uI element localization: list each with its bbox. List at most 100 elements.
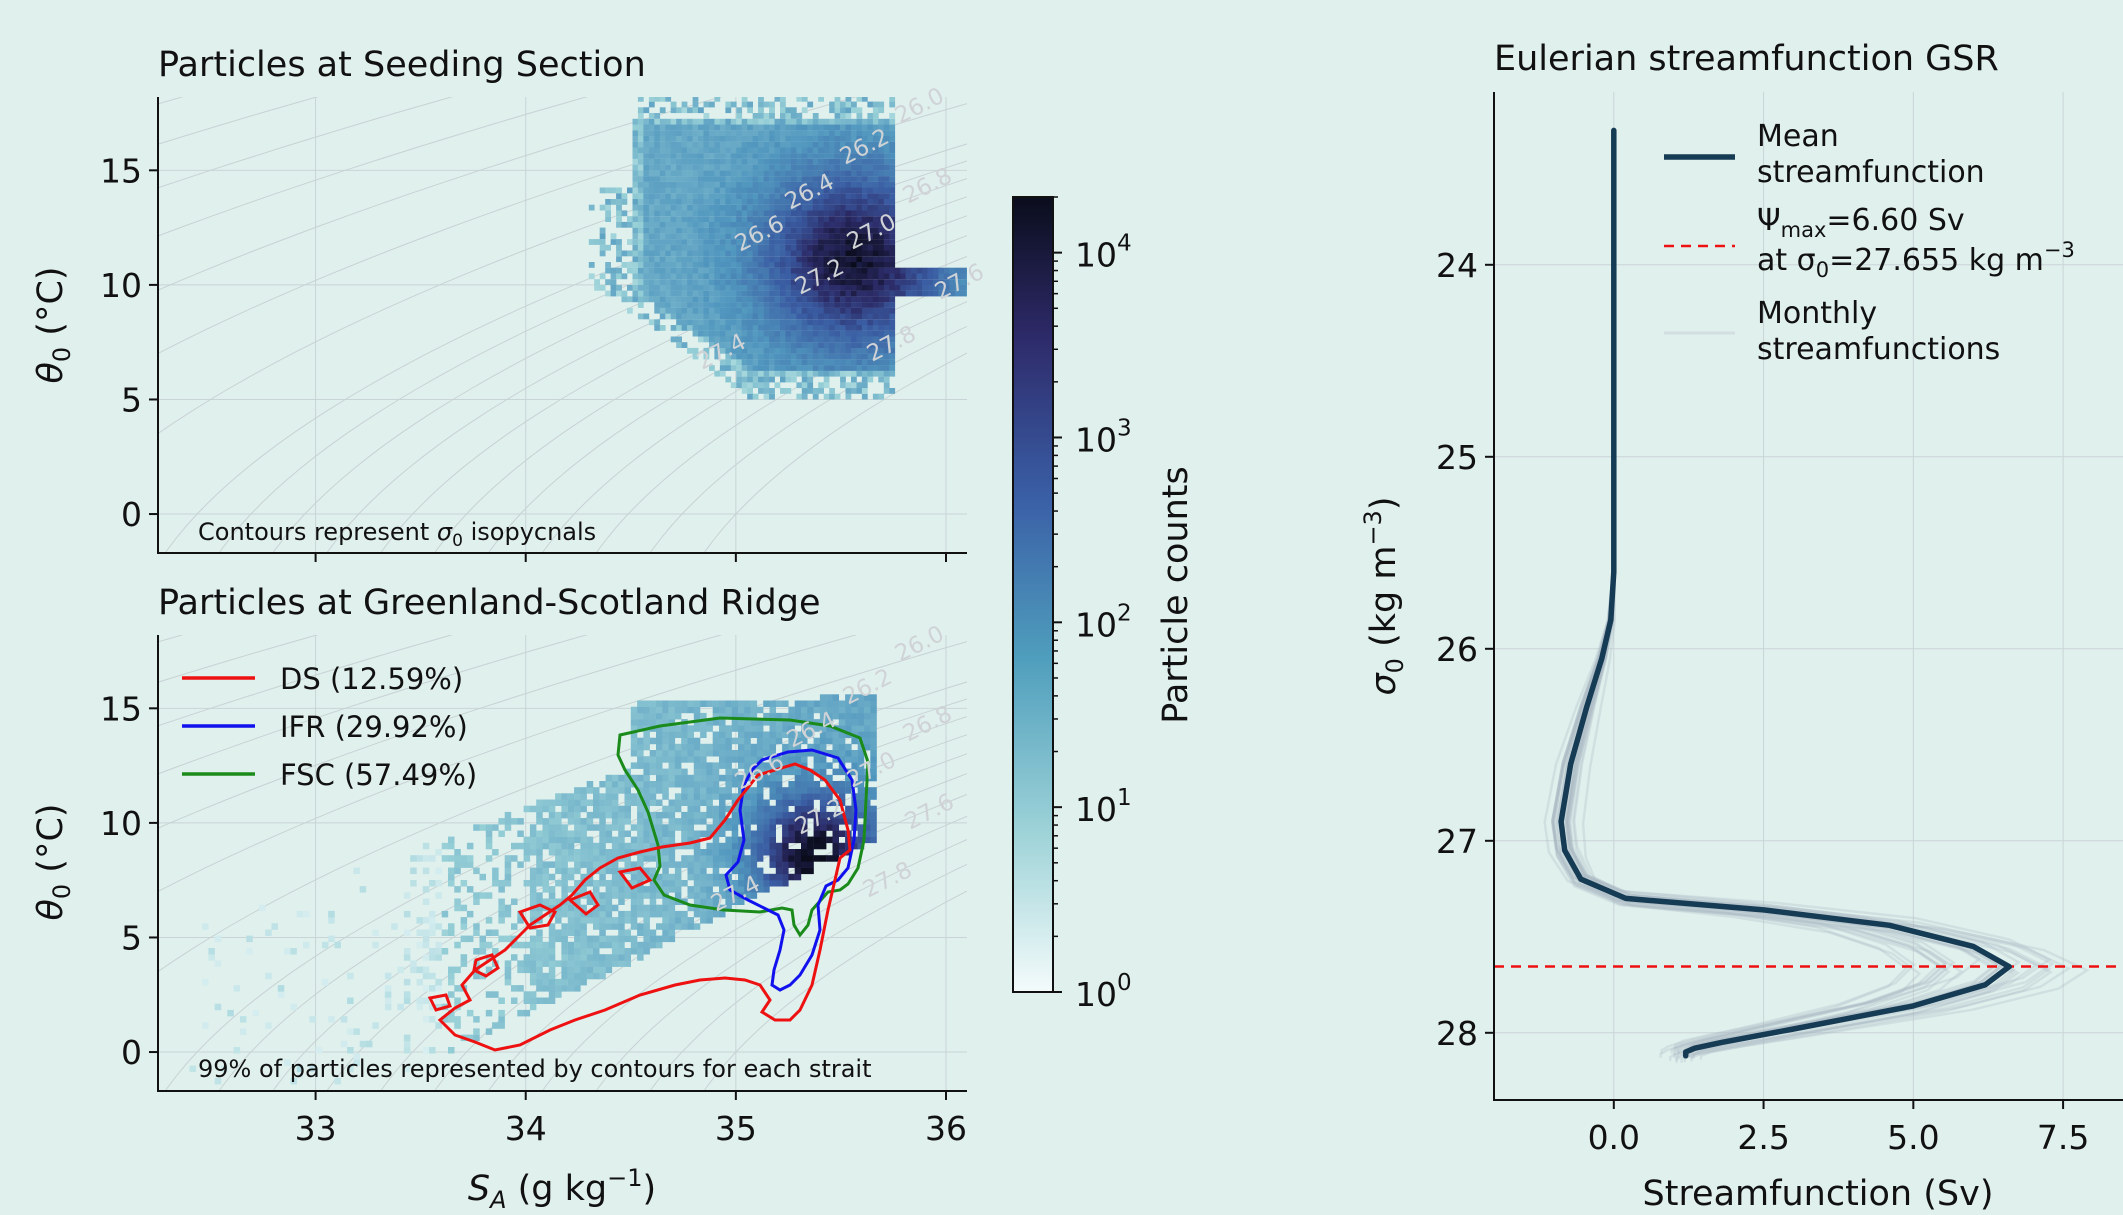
heatmap-cell xyxy=(719,787,726,794)
heatmap-cell xyxy=(599,818,606,825)
heatmap-cell xyxy=(725,768,732,776)
heatmap-cell xyxy=(416,855,423,862)
heatmap-cell xyxy=(870,836,877,844)
heatmap-cell xyxy=(712,719,720,726)
heatmap-cell xyxy=(857,774,865,782)
heatmap-cell xyxy=(794,873,802,881)
heatmap-cell xyxy=(714,153,721,159)
heatmap-cell xyxy=(774,210,781,217)
heatmap-cell xyxy=(741,353,748,360)
heatmap-cell xyxy=(872,187,879,194)
heatmap-cell xyxy=(709,307,715,314)
heatmap-cell xyxy=(769,855,776,862)
heatmap-cell xyxy=(654,325,661,331)
heatmap-cell xyxy=(736,164,743,171)
heatmap-cell xyxy=(870,706,877,714)
heatmap-cell xyxy=(687,917,694,924)
heatmap-cell xyxy=(712,910,720,918)
heatmap-cell xyxy=(758,325,764,331)
heatmap-cell xyxy=(580,972,587,980)
heatmap-cell xyxy=(774,147,781,154)
heatmap-cell xyxy=(709,147,715,154)
heatmap-cell xyxy=(775,849,783,856)
heatmap-cell xyxy=(812,158,819,165)
heatmap-cell xyxy=(567,923,575,930)
heatmap-cell xyxy=(719,176,726,182)
colorbar-gradient xyxy=(1012,196,1054,993)
heatmap-cell xyxy=(714,124,721,131)
heatmap-cell xyxy=(567,948,575,955)
heatmap-cell xyxy=(632,267,639,274)
heatmap-cell xyxy=(741,233,748,240)
heatmap-cell xyxy=(648,319,655,326)
heatmap-cell xyxy=(790,273,797,280)
heatmap-cell xyxy=(605,892,613,899)
heatmap-cell xyxy=(665,118,672,125)
heatmap-cell xyxy=(624,910,631,918)
heatmap-cell xyxy=(687,273,693,280)
heatmap-cell xyxy=(747,336,753,343)
heatmap-cell xyxy=(700,750,707,757)
heatmap-cell xyxy=(397,1003,404,1011)
heatmap-cell xyxy=(611,793,619,800)
heatmap-cell xyxy=(586,966,594,974)
x-tick-label: 33 xyxy=(295,1109,337,1148)
heatmap-cell xyxy=(878,365,885,371)
heatmap-cell xyxy=(632,153,639,159)
heatmap-cell xyxy=(709,279,715,285)
heatmap-cell xyxy=(555,929,562,936)
heatmap-cell xyxy=(555,861,562,868)
heatmap-cell xyxy=(790,279,797,285)
heatmap-cell xyxy=(780,136,786,142)
heatmap-cell xyxy=(730,296,737,303)
heatmap-cell xyxy=(618,910,625,918)
heatmap-cell xyxy=(763,147,770,154)
heatmap-cell xyxy=(861,290,868,297)
heatmap-cell xyxy=(823,187,830,194)
heatmap-cell xyxy=(794,750,802,757)
heatmap-cell xyxy=(627,284,633,291)
heatmap-cell xyxy=(681,164,688,171)
heatmap-cell xyxy=(693,743,701,751)
heatmap-cell xyxy=(555,898,562,905)
heatmap-cell xyxy=(785,302,792,308)
heatmap-cell xyxy=(670,262,677,268)
heatmap-cell xyxy=(712,818,720,825)
heatmap-cell xyxy=(763,370,770,377)
heatmap-cell xyxy=(829,118,835,125)
heatmap-cell xyxy=(736,382,743,389)
heatmap-cell xyxy=(599,830,606,837)
heatmap-cell xyxy=(681,107,688,114)
heatmap-cell xyxy=(861,153,868,159)
heatmap-cell xyxy=(659,153,666,159)
heatmap-cell xyxy=(315,1047,323,1054)
heatmap-cell xyxy=(861,376,868,383)
heatmap-cell xyxy=(730,233,737,240)
heatmap-cell xyxy=(832,836,839,844)
heatmap-cell xyxy=(775,867,783,875)
heatmap-cell xyxy=(834,313,841,320)
heatmap-cell xyxy=(588,239,595,245)
heatmap-cell xyxy=(659,158,666,165)
heatmap-cell xyxy=(712,768,720,776)
heatmap-cell xyxy=(818,244,824,251)
heatmap-cell xyxy=(812,187,819,194)
heatmap-cell xyxy=(785,124,792,131)
heatmap-cell xyxy=(668,917,676,924)
heatmap-cell xyxy=(309,1016,316,1023)
heatmap-cell xyxy=(504,978,512,986)
heatmap-cell xyxy=(548,978,556,986)
heatmap-cell xyxy=(823,216,830,222)
heatmap-cell xyxy=(643,700,650,707)
heatmap-cell xyxy=(927,290,934,297)
heatmap-cell xyxy=(807,227,814,234)
heatmap-cell xyxy=(670,325,677,331)
heatmap-cell xyxy=(856,181,863,188)
heatmap-cell xyxy=(801,861,808,868)
heatmap-cell xyxy=(763,811,770,819)
heatmap-cell xyxy=(750,725,758,732)
heatmap-cell xyxy=(593,849,600,856)
heatmap-cell xyxy=(756,731,764,738)
heatmap-cell xyxy=(774,330,781,337)
heatmap-cell xyxy=(676,141,682,148)
